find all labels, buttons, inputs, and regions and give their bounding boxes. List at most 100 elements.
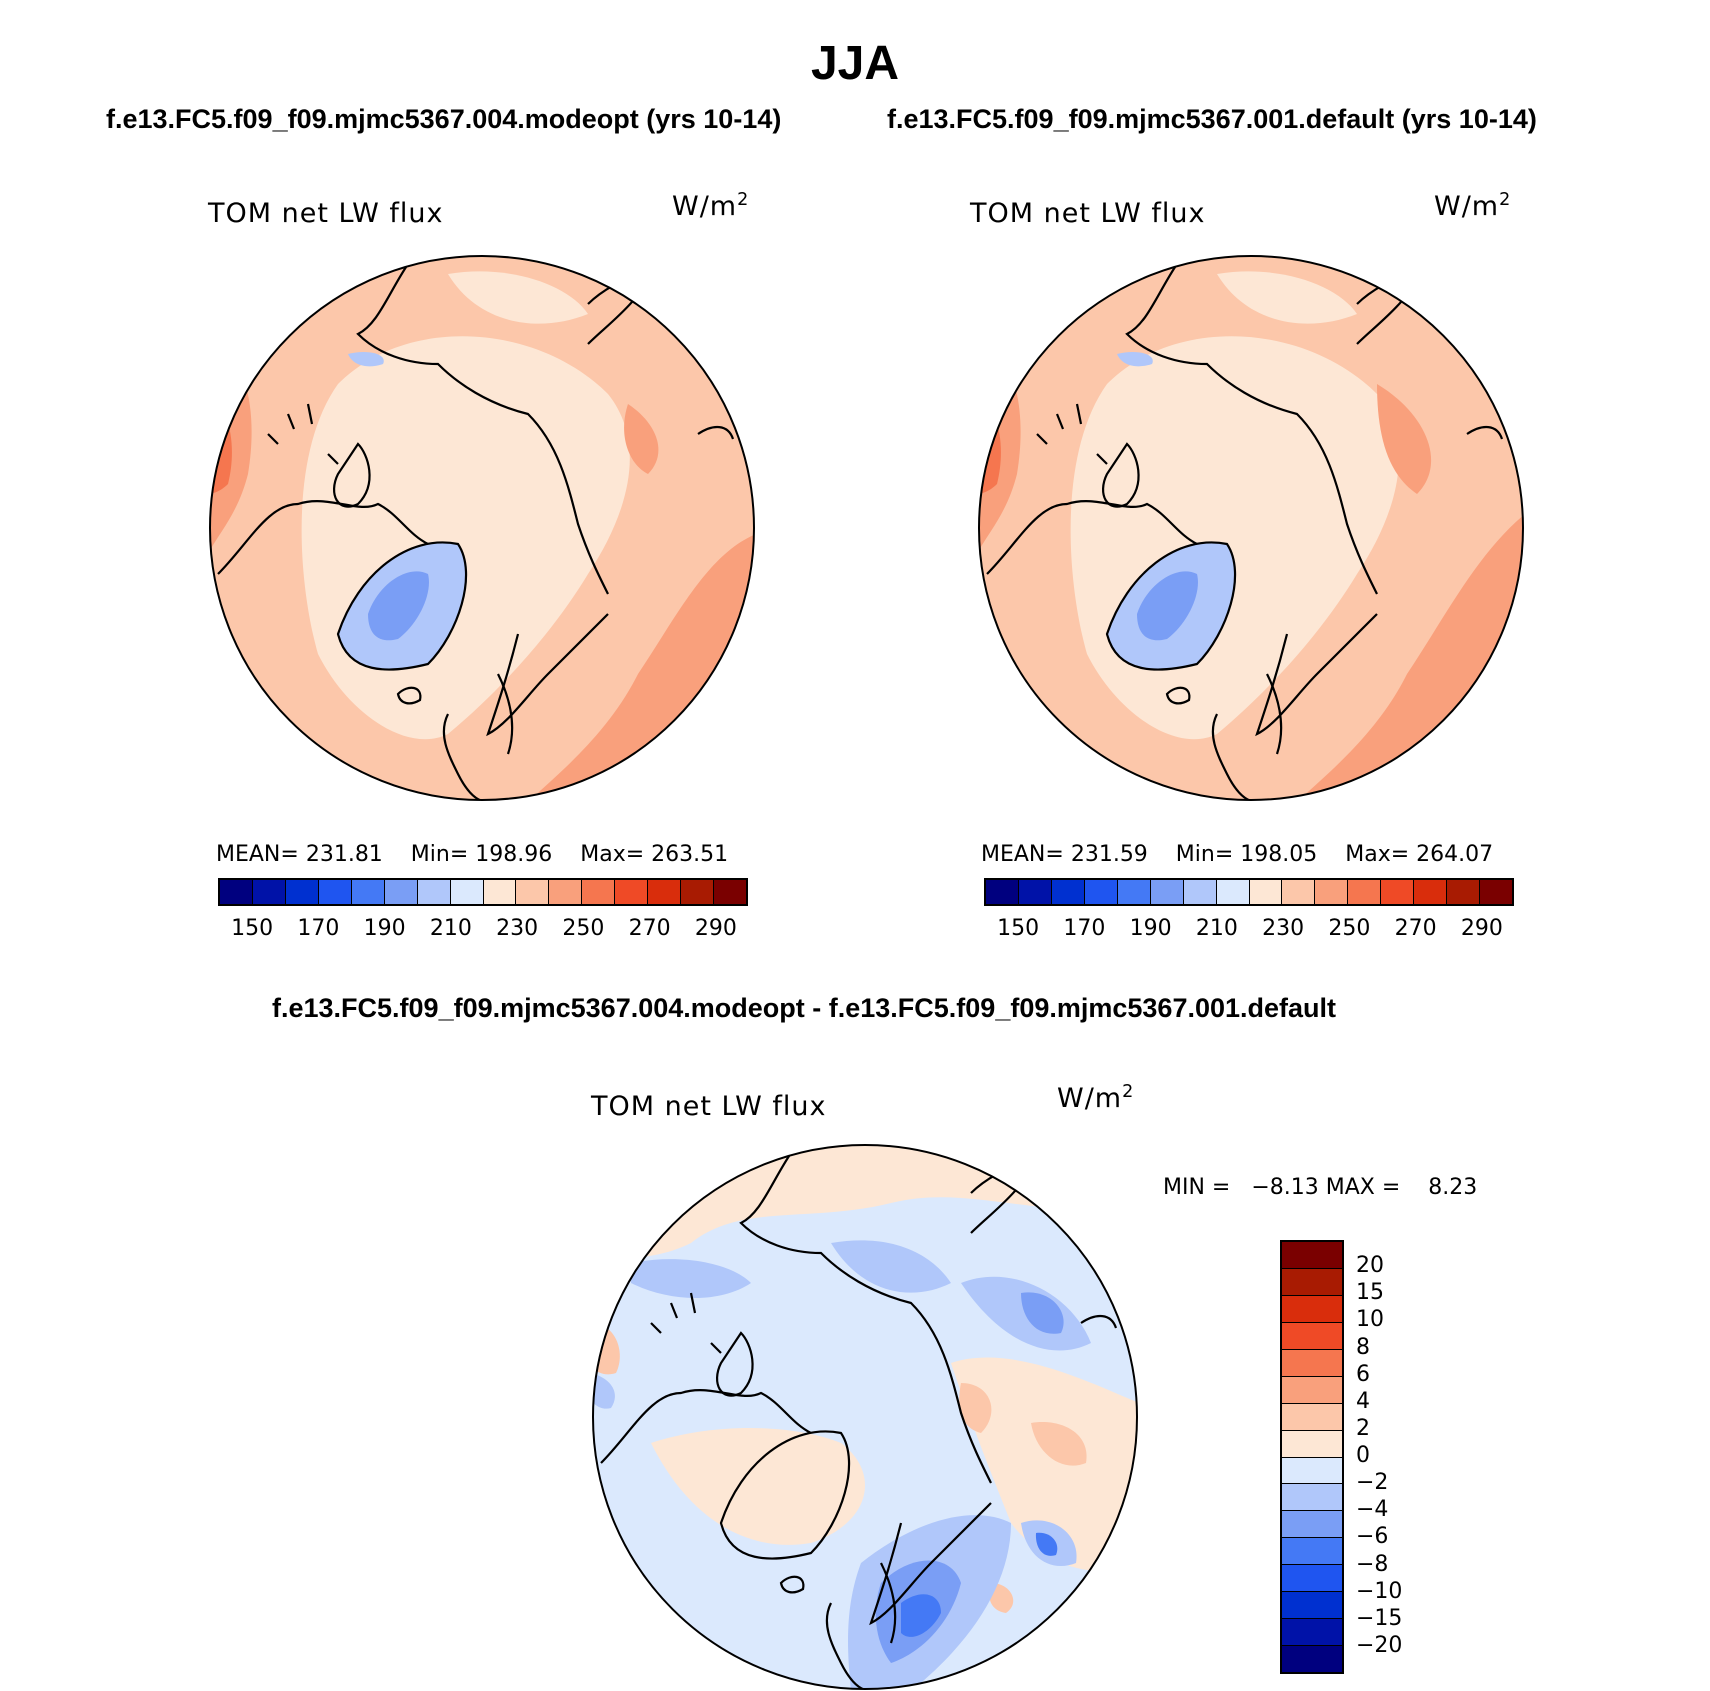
colorbar-tick-label: 190 <box>1129 916 1172 941</box>
map-contour-region <box>1031 1422 1087 1466</box>
colorbar-swatch <box>1282 1430 1342 1458</box>
colorbar-swatch <box>1282 1242 1342 1269</box>
colorbar-swatch <box>1447 880 1481 904</box>
colorbar-swatch <box>220 880 253 904</box>
colorbar-swatch <box>450 880 484 904</box>
colorbar-tick-label: 250 <box>1328 916 1371 941</box>
colorbar-tick-label: 290 <box>1460 916 1503 941</box>
colorbar-tick-label: −2 <box>1356 1470 1389 1496</box>
map-contour-region <box>368 571 429 641</box>
colorbar-swatch <box>1282 1349 1342 1377</box>
coastlines <box>986 261 1504 800</box>
map-contour-region <box>959 1383 992 1433</box>
colorbar-swatch <box>351 880 385 904</box>
colorbar-tick-label: 8 <box>1356 1334 1370 1360</box>
map-contour-region <box>210 394 232 494</box>
colorbar-swatch <box>681 880 715 904</box>
colorbar-swatch <box>384 880 418 904</box>
colorbar-tick-label: 230 <box>496 916 539 941</box>
map-contour-region <box>1035 1532 1058 1556</box>
colorbar-swatch <box>1216 880 1250 904</box>
colorbar-swatch <box>1414 880 1448 904</box>
panel1-subtitle: f.e13.FC5.f09_f09.mjmc5367.004.modeopt (… <box>106 104 782 134</box>
colorbar-tick-label: 210 <box>1195 916 1238 941</box>
colorbar-swatch <box>1282 1565 1342 1593</box>
panel1-variable-label: TOM net LW flux <box>208 198 444 229</box>
diff-polar-map <box>592 1144 1138 1690</box>
colorbar-swatch <box>1084 880 1118 904</box>
colorbar-swatch <box>1348 880 1382 904</box>
colorbar-swatch <box>549 880 583 904</box>
colorbar-swatch <box>582 880 616 904</box>
colorbar-swatch <box>1282 1403 1342 1431</box>
colorbar-swatch <box>615 880 649 904</box>
panel2-stats: MEAN= 231.59 Min= 198.05 Max= 264.07 <box>981 842 1494 867</box>
colorbar-swatch <box>648 880 682 904</box>
colorbar-swatch <box>1282 1619 1342 1647</box>
colorbar-tick-label: −4 <box>1356 1497 1389 1523</box>
colorbar-swatch <box>516 880 550 904</box>
colorbar-swatch <box>1183 880 1217 904</box>
colorbar-swatch <box>1282 1592 1342 1620</box>
map-contour-region <box>1117 352 1153 367</box>
panel2-subtitle: f.e13.FC5.f09_f09.mjmc5367.001.default (… <box>887 104 1537 134</box>
colorbar-tick-label: −8 <box>1356 1551 1389 1577</box>
map-boundary <box>978 255 1524 801</box>
colorbar-swatch <box>252 880 286 904</box>
map-contour-region <box>1137 571 1198 641</box>
colorbar-swatch <box>1282 1511 1342 1539</box>
colorbar-tick-label: 270 <box>1394 916 1437 941</box>
colorbar-swatch <box>285 880 319 904</box>
colorbar-tick-label: 250 <box>562 916 605 941</box>
map-contour-region <box>901 1594 941 1637</box>
panel1-polar-map <box>209 255 755 801</box>
colorbar-tick-label: −10 <box>1356 1578 1403 1604</box>
colorbar-tick-label: −15 <box>1356 1605 1403 1631</box>
colorbar-swatch <box>1117 880 1151 904</box>
colorbar-tick-label: −6 <box>1356 1524 1389 1550</box>
diff-units: W/m2 <box>1057 1082 1135 1114</box>
colorbar-swatch <box>1282 1484 1342 1512</box>
map-contour-region <box>1217 271 1357 324</box>
map-contour-region <box>448 271 588 324</box>
colorbar-swatch <box>1282 1322 1342 1350</box>
colorbar-tick-label: 230 <box>1262 916 1305 941</box>
diff-colorbar <box>1280 1240 1344 1674</box>
map-contour-region <box>631 1259 751 1298</box>
colorbar-swatch <box>1282 1268 1342 1296</box>
colorbar-tick-label: 150 <box>231 916 274 941</box>
panel1-units: W/m2 <box>672 190 750 222</box>
colorbar-swatch <box>1282 880 1316 904</box>
map-boundary <box>209 255 755 801</box>
map-contour-region <box>651 1428 865 1545</box>
colorbar-swatch <box>1480 880 1512 904</box>
colorbar-swatch <box>1315 880 1349 904</box>
colorbar-tick-label: 170 <box>1063 916 1106 941</box>
colorbar-tick-label: 15 <box>1356 1280 1384 1306</box>
colorbar-swatch <box>318 880 352 904</box>
colorbar-swatch <box>483 880 517 904</box>
panel1-colorbar <box>218 878 748 906</box>
colorbar-swatch <box>1282 1646 1342 1672</box>
map-contour-region <box>348 352 384 367</box>
colorbar-tick-label: 2 <box>1356 1415 1370 1441</box>
colorbar-swatch <box>1150 880 1184 904</box>
diff-subtitle: f.e13.FC5.f09_f09.mjmc5367.004.modeopt -… <box>272 993 1337 1023</box>
colorbar-swatch <box>1282 1538 1342 1566</box>
map-contour-region <box>593 1373 615 1409</box>
colorbar-tick-label: 4 <box>1356 1388 1370 1414</box>
panel2-polar-map <box>978 255 1524 801</box>
panel1-stats: MEAN= 231.81 Min= 198.96 Max= 263.51 <box>216 842 729 867</box>
panel2-colorbar-ticks: 150 170 190 210 230 250 270 290 <box>984 916 1514 944</box>
colorbar-tick-label: −20 <box>1356 1632 1403 1658</box>
panel2-variable-label: TOM net LW flux <box>970 198 1206 229</box>
map-contour-region <box>1377 384 1432 494</box>
colorbar-tick-label: 290 <box>694 916 737 941</box>
map-contour-region <box>624 404 659 474</box>
map-contour-region <box>1021 1292 1064 1334</box>
diff-minmax: MIN = −8.13 MAX = 8.23 <box>1163 1175 1478 1200</box>
map-contour-region <box>989 1583 1014 1613</box>
colorbar-swatch <box>1282 1457 1342 1485</box>
colorbar-swatch <box>1282 1295 1342 1323</box>
colorbar-tick-label: 6 <box>1356 1361 1370 1387</box>
